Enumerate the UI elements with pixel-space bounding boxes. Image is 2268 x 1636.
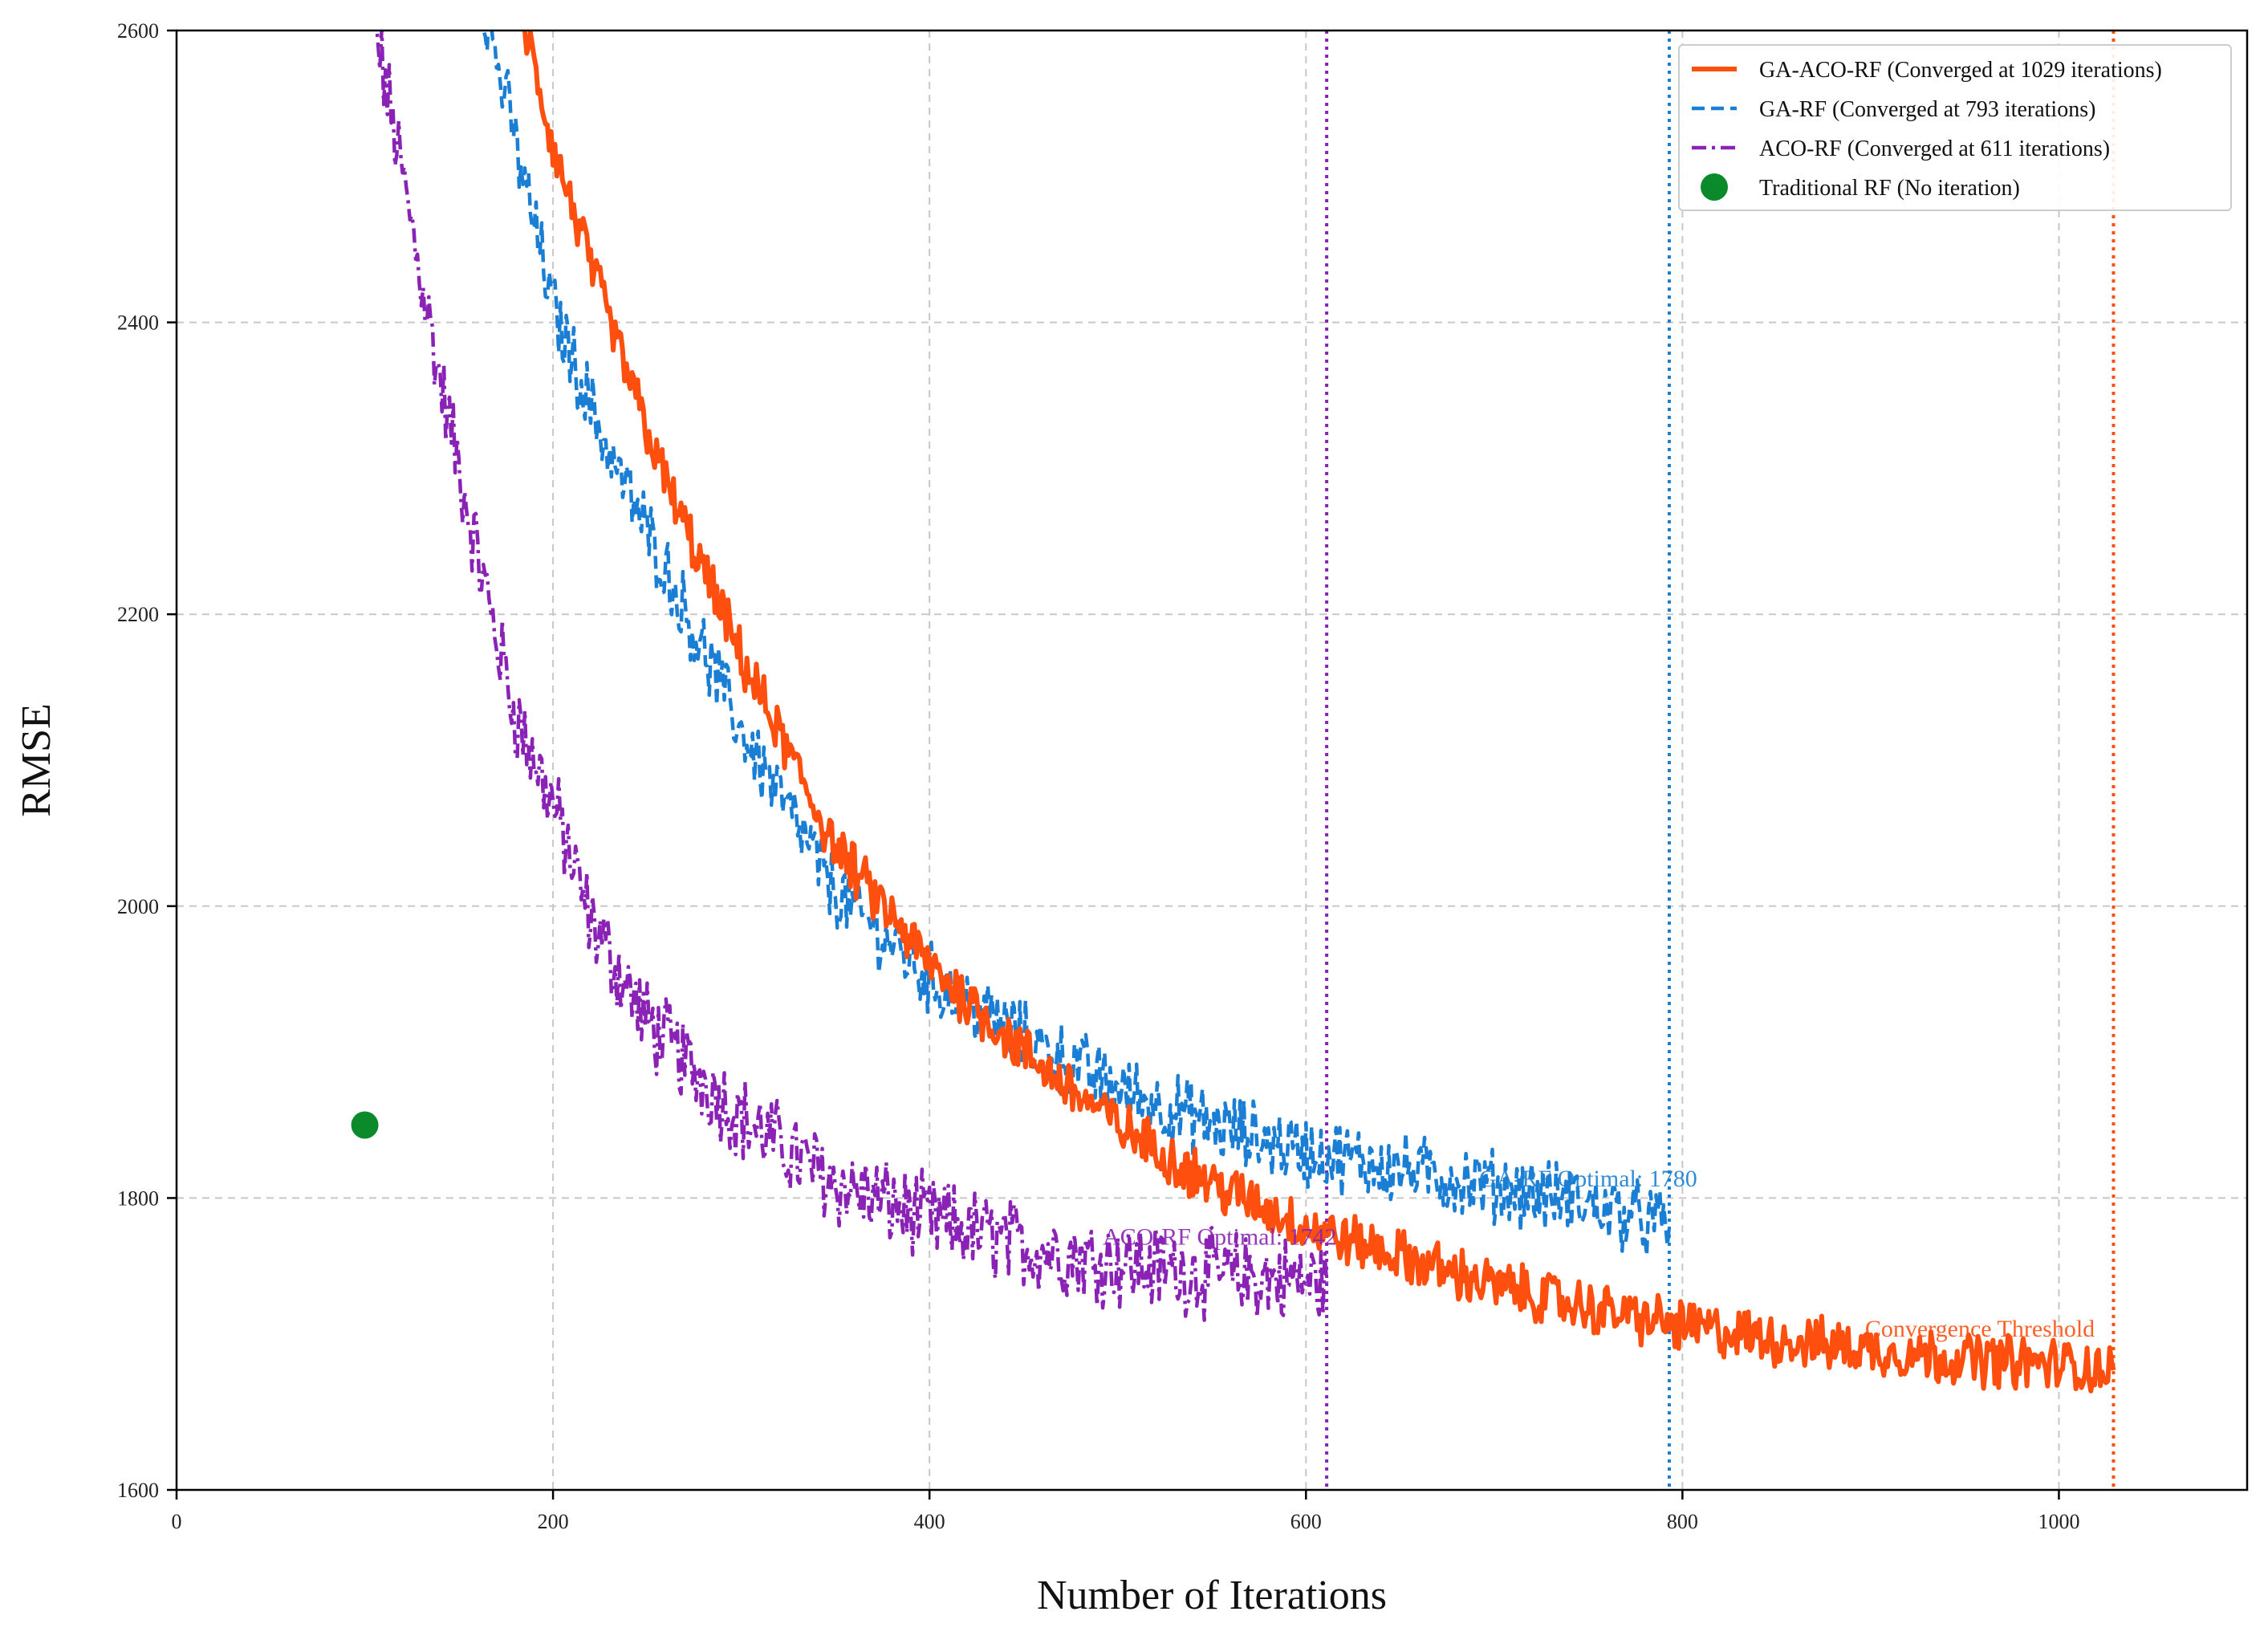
- convergence-lines: [1325, 31, 2116, 1490]
- x-tick-label: 200: [538, 1510, 569, 1533]
- legend-label: GA-ACO-RF (Converged at 1029 iterations): [1759, 58, 2162, 83]
- annotation-label: ACO-RF Optimal: 1742: [1103, 1224, 1337, 1251]
- annotation-label: Convergence Threshold: [1865, 1316, 2095, 1342]
- x-tick-label: 800: [1667, 1510, 1698, 1533]
- x-tick-label: 600: [1290, 1510, 1322, 1533]
- x-tick-label: 1000: [2038, 1510, 2079, 1533]
- legend-marker: [1701, 173, 1728, 201]
- axes: 0 200 400 600 800 1000 1600 1800 2000 2200 2400 260…: [117, 19, 2249, 1533]
- series-line-ga-rf: [482, 31, 1672, 1258]
- traditional-rf-point: [351, 1111, 379, 1139]
- series-line-aco-rf: [375, 31, 1329, 1322]
- annotation-label: GA-RF Optimal: 1780: [1479, 1166, 1697, 1192]
- plot-area: [351, 31, 2116, 1394]
- y-axis-label: RMSE: [14, 703, 59, 817]
- legend-label: ACO-RF (Converged at 611 iterations): [1759, 136, 2110, 161]
- legend-label: GA-RF (Converged at 793 iterations): [1759, 97, 2095, 122]
- series-line-ga-aco-rf: [522, 31, 2116, 1394]
- legend-box: [1678, 44, 2232, 211]
- grid: [177, 31, 2247, 1490]
- x-tick-label: 0: [172, 1510, 182, 1533]
- y-tick-label: 2600: [117, 19, 159, 43]
- y-tick-label: 1800: [117, 1186, 159, 1210]
- legend-label: Traditional RF (No iteration): [1759, 176, 2020, 201]
- legend: GA-ACO-RF (Converged at 1029 iterations)…: [1678, 44, 2232, 211]
- y-tick-label: 1600: [117, 1479, 159, 1502]
- x-axis-label: Number of Iterations: [1037, 1573, 1387, 1618]
- y-tick-label: 2000: [117, 895, 159, 918]
- plot-frame: [175, 29, 2249, 1492]
- y-tick-label: 2400: [117, 311, 159, 335]
- y-tick-label: 2200: [117, 603, 159, 626]
- annotations: ACO-RF Optimal: 1742 GA-RF Optimal: 1780 C…: [1103, 1166, 2095, 1342]
- x-tick-label: 400: [914, 1510, 945, 1533]
